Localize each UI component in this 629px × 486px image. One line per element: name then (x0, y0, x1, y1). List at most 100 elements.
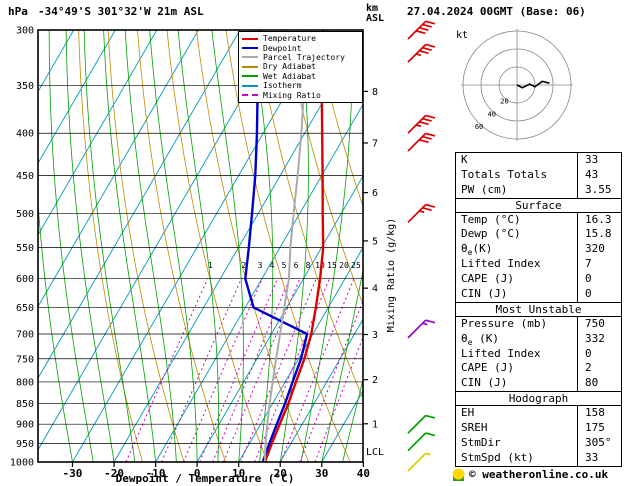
hodograph-plot: 20 40 60 (461, 29, 573, 141)
table-row-label: CIN (J) (461, 376, 508, 390)
svg-text:650: 650 (16, 303, 34, 314)
svg-text:4: 4 (270, 261, 275, 270)
wind-barb (407, 43, 436, 63)
wind-barb (407, 132, 436, 152)
svg-text:450: 450 (16, 171, 34, 182)
stats-table: K 33 Totals Totals 43 PW (cm) 3.55 Surface Temp… (455, 152, 622, 467)
legend-item: Wet Adiabat (242, 72, 359, 81)
table-row-value: 750 (577, 316, 621, 332)
legend-swatch (242, 56, 258, 59)
km-axis-unit: km ASL (366, 4, 384, 24)
table-row-label: StmSpd (kt) (461, 450, 534, 464)
legend-item: Temperature (242, 34, 359, 43)
table-row: StmDir 305° (456, 435, 621, 451)
table-row-label: Lifted Index (461, 346, 541, 360)
svg-text:1000: 1000 (10, 458, 34, 469)
table-row: θe(K) 320 (456, 242, 621, 258)
copyright-text: © weatheronline.co.uk (469, 468, 609, 481)
svg-text:20: 20 (274, 467, 287, 480)
wind-barb (407, 414, 436, 434)
km-axis-unit-line1: km (366, 3, 379, 14)
table-row: Lifted Index 7 (456, 257, 621, 273)
svg-text:350: 350 (16, 81, 34, 92)
table-section-header: Hodograph (456, 391, 621, 407)
table-row-label: Dewp (°C) (461, 227, 521, 241)
legend-item: Mixing Ratio (242, 90, 359, 100)
svg-text:6: 6 (294, 261, 299, 270)
table-row-label: θe (K) (461, 331, 499, 347)
table-row-value: 43 (577, 167, 621, 183)
svg-text:-20: -20 (104, 467, 124, 480)
table-row-value: 33 (577, 153, 621, 168)
legend-swatch (242, 94, 258, 97)
table-row-value: 15.8 (577, 227, 621, 243)
table-row-value: 16.3 (577, 212, 621, 228)
table-row: K 33 (456, 153, 621, 168)
svg-text:950: 950 (16, 439, 34, 450)
station-title: -34°49'S 301°32'W 21m ASL (38, 5, 204, 18)
table-row-value: 158 (577, 406, 621, 422)
table-row-value: 33 (577, 450, 621, 466)
svg-text:850: 850 (16, 399, 34, 410)
table-row-value: 320 (577, 242, 621, 258)
table-row: CIN (J) 0 (456, 287, 621, 302)
svg-text:-30: -30 (63, 467, 83, 480)
svg-text:750: 750 (16, 354, 34, 365)
hodograph-trace (516, 80, 550, 89)
pressure-axis-unit: hPa (8, 5, 28, 18)
svg-text:40: 40 (488, 110, 496, 118)
table-row: CAPE (J) 0 (456, 272, 621, 288)
table-row-value: 175 (577, 421, 621, 436)
datetime-label: 27.04.2024 00GMT (Base: 06) (407, 5, 586, 18)
table-row: Lifted Index 0 (456, 346, 621, 362)
wind-barb (407, 114, 436, 134)
legend-item: Parcel Trajectory (242, 53, 359, 62)
table-row-value: 305° (577, 435, 621, 451)
table-row-label: θe(K) (461, 242, 493, 258)
parcel-trajectory-curve (263, 30, 308, 462)
table-row: CIN (J) 80 (456, 376, 621, 392)
mixing-ratio-axis-label: Mixing Ratio (g/kg) (386, 217, 397, 333)
table-row-label: PW (cm) (461, 182, 508, 196)
wind-barb (407, 203, 436, 223)
hodograph-unit-label: kt (456, 30, 469, 41)
table-row-value: 0 (577, 346, 621, 362)
wind-barb (407, 20, 436, 40)
table-row-value: 2 (577, 361, 621, 377)
table-row-value: 0 (577, 272, 621, 288)
table-row-label: StmDir (461, 435, 501, 449)
legend-swatch (242, 37, 258, 40)
svg-text:2: 2 (372, 375, 378, 386)
legend-label: Mixing Ratio (263, 90, 321, 100)
weatheronline-logo-icon (452, 468, 465, 481)
legend-label: Temperature (263, 34, 316, 44)
legend-label: Isotherm (263, 81, 302, 91)
table-row: θe (K) 332 (456, 331, 621, 347)
km-axis-unit-line2: ASL (366, 13, 385, 24)
x-axis-label: Dewpoint / Temperature (°C) (115, 472, 295, 485)
svg-text:550: 550 (16, 243, 34, 254)
svg-text:40: 40 (357, 467, 370, 480)
svg-text:700: 700 (16, 330, 34, 341)
table-row-value: 3.55 (577, 182, 621, 198)
svg-text:800: 800 (16, 377, 34, 388)
svg-text:600: 600 (16, 274, 34, 285)
svg-text:6: 6 (372, 188, 378, 199)
wind-barb (407, 452, 431, 472)
table-row: Dewp (°C) 15.8 (456, 227, 621, 243)
svg-text:25: 25 (351, 261, 361, 270)
legend-swatch (242, 84, 258, 87)
svg-text:900: 900 (16, 420, 34, 431)
svg-text:10: 10 (232, 467, 245, 480)
legend-swatch (242, 47, 258, 50)
svg-text:8: 8 (306, 261, 311, 270)
svg-text:30: 30 (315, 467, 328, 480)
svg-text:5: 5 (282, 261, 287, 270)
legend-item: Dry Adiabat (242, 62, 359, 71)
table-row-label: Temp (°C) (461, 212, 521, 226)
table-row-value: 7 (577, 257, 621, 273)
table-row: PW (cm) 3.55 (456, 182, 621, 198)
table-section-header: Surface (456, 197, 621, 213)
svg-text:300: 300 (16, 26, 34, 37)
